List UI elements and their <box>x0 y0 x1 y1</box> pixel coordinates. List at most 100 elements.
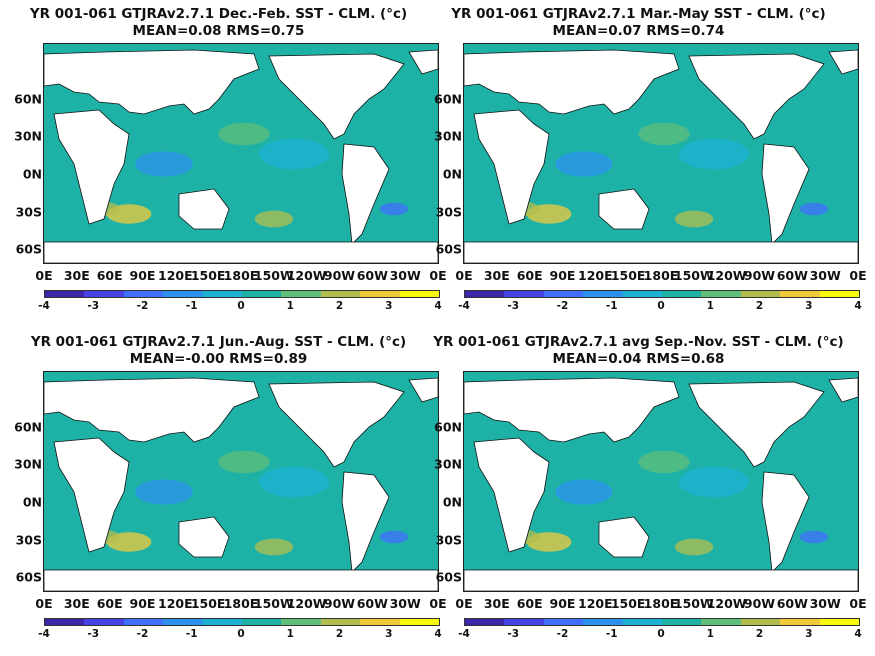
latitude-label: 30N <box>14 128 42 144</box>
colorbar-segment <box>163 619 203 625</box>
longitude-label: 60W <box>356 596 388 611</box>
colorbar-tick-label: 0 <box>657 628 665 640</box>
longitude-label: 60E <box>516 268 543 283</box>
longitude-label: 150W <box>673 268 714 283</box>
longitude-label: 120E <box>578 596 613 611</box>
anomaly-patch <box>638 450 690 474</box>
colorbar-segment <box>320 291 361 297</box>
longitude-label: 150E <box>190 268 226 283</box>
landmass <box>464 241 858 263</box>
longitude-label: 90E <box>129 268 156 283</box>
landmass <box>268 381 405 468</box>
colorbar-segment <box>281 291 321 297</box>
colorbar-segment <box>320 619 361 625</box>
landmass <box>464 49 680 115</box>
longitude-label: 120W <box>706 268 747 283</box>
colorbar <box>464 618 860 626</box>
colorbar-tick-label: -4 <box>458 300 470 312</box>
colorbar-segment <box>465 291 505 297</box>
anomaly-patch <box>799 202 829 216</box>
longitude-label: 150W <box>673 596 714 611</box>
latitude-label: 30N <box>434 128 462 144</box>
longitude-label: 90E <box>129 596 156 611</box>
colorbar-ticks: -4 -3 -2 -1 0 1 2 3 4 <box>38 300 441 314</box>
panel-son: YR 001-061 GTJRAv2.7.1 avg Sep.-Nov. SST… <box>420 328 866 656</box>
landmass <box>464 569 858 591</box>
anomaly-patch <box>218 450 270 474</box>
colorbar-segment <box>504 291 544 297</box>
longitude-label: 0E <box>429 596 447 611</box>
latitude-label: 60N <box>14 419 42 435</box>
longitude-label: 150E <box>610 596 646 611</box>
anomaly-patch <box>555 151 613 177</box>
panel-stats: MEAN=0.08 RMS=0.75 <box>132 23 305 39</box>
colorbar-segment <box>202 619 243 625</box>
colorbar-tick-label: 4 <box>854 300 862 312</box>
landmass <box>44 49 260 115</box>
colorbar-segment <box>360 619 400 625</box>
sst-anomaly-map <box>463 43 859 264</box>
landmass <box>598 516 650 558</box>
colorbar-segment <box>399 619 440 625</box>
anomaly-patch <box>379 202 409 216</box>
longitude-label: 30E <box>63 268 90 283</box>
longitude-label: 0E <box>35 268 53 283</box>
latitude-label: 60S <box>15 241 42 257</box>
longitude-label: 60W <box>776 268 808 283</box>
anomaly-patch <box>254 538 294 556</box>
latitude-label: 60N <box>434 91 462 107</box>
anomaly-patch <box>674 538 714 556</box>
landmass <box>341 143 390 245</box>
latitude-label: 0N <box>442 166 462 182</box>
panel-title: YR 001-061 GTJRAv2.7.1 Dec.-Feb. SST - C… <box>29 6 408 22</box>
colorbar-tick-label: -1 <box>605 300 618 312</box>
longitude-label: 120W <box>286 268 327 283</box>
anomaly-patch <box>678 466 750 498</box>
longitude-label: 60E <box>96 268 123 283</box>
landmass <box>473 109 550 225</box>
panel-stats: MEAN=-0.00 RMS=0.89 <box>129 351 308 367</box>
colorbar-tick-label: 1 <box>286 300 294 312</box>
latitude-label: 30S <box>435 204 462 220</box>
longitude-label: 30E <box>483 268 510 283</box>
longitude-label: 0E <box>455 596 473 611</box>
colorbar-tick-label: -2 <box>556 300 569 312</box>
map-canvas <box>44 49 438 263</box>
longitude-label: 180E <box>643 268 679 283</box>
anomaly-patch <box>258 466 330 498</box>
longitude-label: 120W <box>706 596 747 611</box>
panel-title: YR 001-061 GTJRAv2.7.1 Jun.-Aug. SST - C… <box>30 334 407 350</box>
landmass <box>761 471 810 573</box>
landmass <box>44 377 260 443</box>
colorbar-segment <box>740 291 781 297</box>
longitude-label: 90W <box>323 596 356 611</box>
longitude-label: 150W <box>253 268 294 283</box>
longitude-label: 30W <box>809 268 841 283</box>
landmass <box>178 516 230 558</box>
colorbar-segment <box>701 291 741 297</box>
colorbar-segment <box>281 619 321 625</box>
landmass <box>341 471 390 573</box>
longitude-label: 30W <box>389 268 421 283</box>
longitude-label: 60E <box>96 596 123 611</box>
longitude-axis: 0E 30E 60E 90E 120E 150E 180E 150W 120W 90W 60W 30W… <box>35 268 446 284</box>
longitude-label: 120E <box>158 268 193 283</box>
colorbar-tick-label: -1 <box>605 628 618 640</box>
colorbar-segment <box>84 619 124 625</box>
colorbar-segment <box>543 291 584 297</box>
colorbar <box>464 290 860 298</box>
longitude-label: 0E <box>35 596 53 611</box>
panel-stats: MEAN=0.07 RMS=0.74 <box>552 23 725 39</box>
colorbar-segment <box>583 291 623 297</box>
colorbar-segment <box>123 291 164 297</box>
landmass <box>44 241 438 263</box>
colorbar-segment <box>45 619 85 625</box>
colorbar-tick-label: 3 <box>385 300 393 312</box>
colorbar-tick-label: 3 <box>805 300 813 312</box>
colorbar-ticks: -4 -3 -2 -1 0 1 2 3 4 <box>38 628 441 642</box>
colorbar-tick-label: -2 <box>136 628 149 640</box>
latitude-label: 0N <box>22 166 42 182</box>
anomaly-patch <box>674 210 714 228</box>
latitude-label: 0N <box>442 494 462 510</box>
anomaly-patch <box>799 530 829 544</box>
